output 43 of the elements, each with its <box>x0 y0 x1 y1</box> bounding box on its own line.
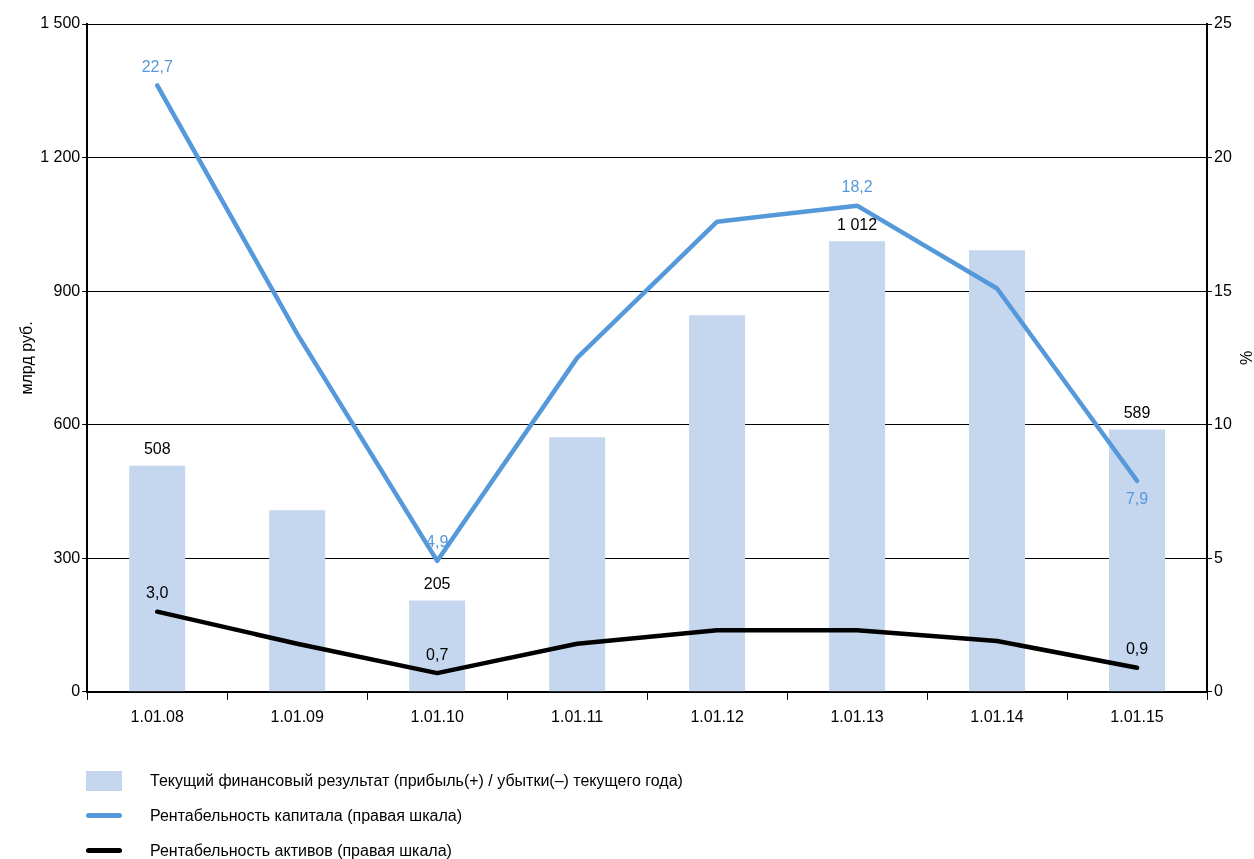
y-tick-label: 1 200 <box>40 147 81 165</box>
x-tick-label: 1.01.12 <box>690 707 744 725</box>
data-label: 1 012 <box>837 215 878 233</box>
data-label: 7,9 <box>1125 490 1149 508</box>
legend-label: Текущий финансовый результат (прибыль(+) / убытки(–) текущего года) <box>150 771 683 790</box>
data-label: 508 <box>143 440 171 458</box>
bar <box>409 600 466 692</box>
y2-tick-label: 15 <box>1214 281 1232 299</box>
legend-label: Рентабельность капитала (правая шкала) <box>150 806 462 825</box>
y-tick-label: 300 <box>53 548 81 566</box>
x-tick-label: 1.01.11 <box>551 707 604 725</box>
data-label: 0,7 <box>426 645 449 663</box>
bar <box>269 510 326 692</box>
data-label: 18,2 <box>841 178 873 196</box>
y2-tick-label: 10 <box>1214 415 1232 433</box>
y2-tick-label: 5 <box>1214 548 1223 566</box>
y2-tick-label: 25 <box>1214 14 1232 32</box>
data-label: 22,7 <box>141 57 173 75</box>
y-tick-label: 0 <box>71 682 81 700</box>
y2-tick-label: 0 <box>1214 682 1223 700</box>
data-label: 589 <box>1123 403 1151 421</box>
bar <box>1109 429 1166 692</box>
y2-tick-label: 20 <box>1214 147 1232 165</box>
x-tick-label: 1.01.15 <box>1110 707 1164 725</box>
y-tick-label: 600 <box>53 415 81 433</box>
data-label: 3,0 <box>146 584 169 602</box>
y-axis-title: млрд руб. <box>18 321 36 395</box>
x-tick-label: 1.01.08 <box>130 707 185 725</box>
y2-axis-title: % <box>1236 350 1254 366</box>
x-tick-label: 1.01.09 <box>270 707 324 725</box>
x-tick-label: 1.01.10 <box>410 707 464 725</box>
data-label: 0,9 <box>1125 640 1149 658</box>
bar <box>549 437 606 692</box>
legend-label: Рентабельность активов (правая шкала) <box>150 841 452 859</box>
bar <box>969 250 1026 692</box>
bar <box>689 315 746 692</box>
bar <box>829 241 886 692</box>
bar <box>129 465 186 692</box>
x-tick-label: 1.01.14 <box>970 707 1024 725</box>
y-tick-label: 900 <box>53 281 81 299</box>
y-tick-label: 1 500 <box>40 14 81 32</box>
data-label: 205 <box>423 574 451 592</box>
x-tick-label: 1.01.13 <box>830 707 884 725</box>
